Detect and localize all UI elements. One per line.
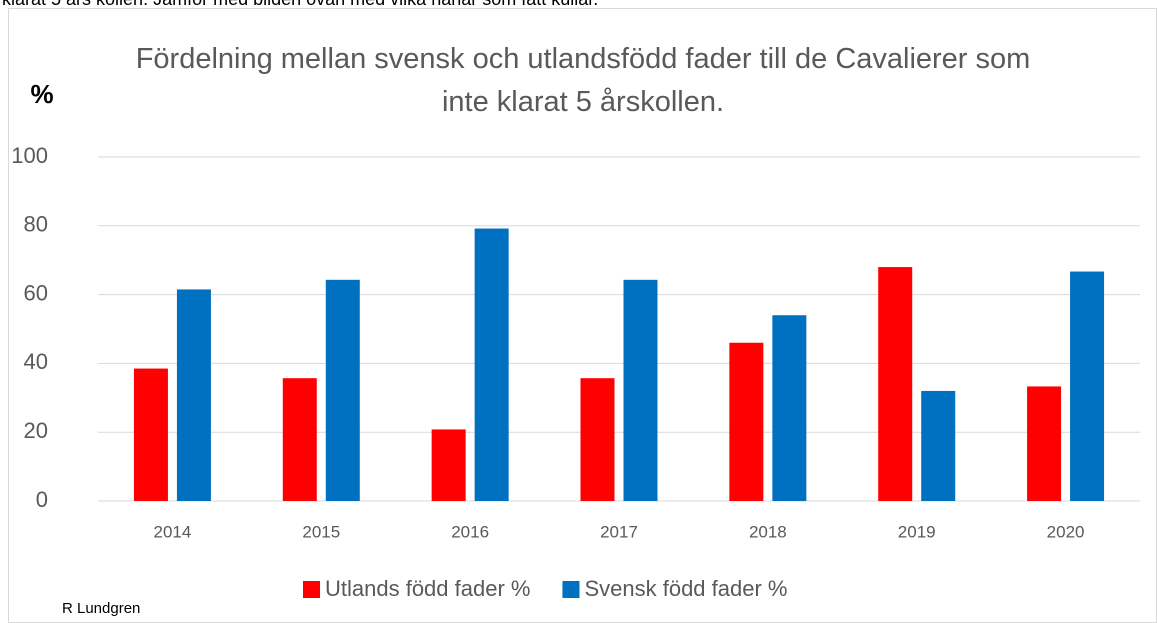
- x-tick-label: 2018: [749, 522, 787, 541]
- legend-swatch: [562, 581, 580, 598]
- bar: [474, 228, 509, 501]
- bar: [921, 390, 956, 501]
- page-text: klarat 5 års kollen. Jämför med bilden o…: [2, 0, 598, 10]
- y-tick-label: 40: [24, 349, 48, 374]
- bar: [1070, 271, 1105, 501]
- y-axis-label: %: [30, 79, 53, 109]
- chart-title: Fördelning mellan svensk och utlandsfödd…: [135, 43, 1031, 118]
- x-tick-label: 2020: [1047, 522, 1085, 541]
- annotation: R Lundgren: [62, 600, 140, 617]
- x-tick-label: 2015: [302, 522, 340, 541]
- bar: [1027, 386, 1062, 501]
- x-tick-label: 2017: [600, 522, 638, 541]
- x-tick-label: 2016: [451, 522, 489, 541]
- bar: [623, 279, 658, 501]
- y-tick-label: 80: [24, 212, 48, 237]
- bar: [431, 429, 466, 501]
- y-tick-label: 100: [11, 143, 48, 168]
- y-tick-label: 0: [36, 487, 48, 512]
- y-tick-label: 60: [24, 280, 48, 305]
- legend-swatch: [303, 581, 320, 598]
- y-tick-label: 20: [24, 418, 48, 443]
- bar: [580, 378, 615, 501]
- legend-label: Svensk född fader %: [584, 576, 787, 601]
- bar: [325, 279, 360, 501]
- bar: [729, 342, 764, 501]
- legend-label: Utlands född fader %: [325, 576, 530, 601]
- bar: [176, 289, 211, 501]
- bar: [133, 368, 168, 501]
- bar: [282, 378, 317, 501]
- x-tick-label: 2014: [154, 522, 192, 541]
- bar: [878, 267, 913, 501]
- bar: [772, 315, 807, 501]
- x-tick-label: 2019: [898, 522, 936, 541]
